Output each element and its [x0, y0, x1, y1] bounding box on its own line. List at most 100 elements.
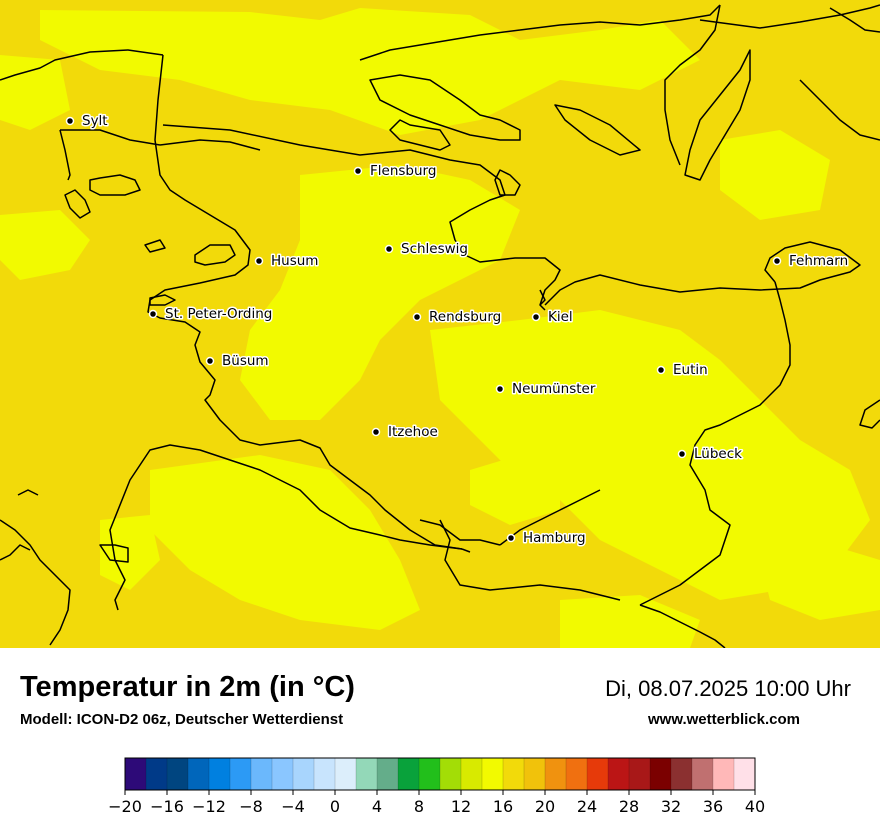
- colorbar-cell: [314, 758, 336, 790]
- city-label: Rendsburg: [429, 309, 501, 325]
- colorbar-cell: [356, 758, 378, 790]
- city-st-peter-ording: St. Peter-Ording: [148, 305, 274, 324]
- colorbar-cell: [293, 758, 315, 790]
- city-neumünster: Neumünster: [495, 380, 597, 399]
- colorbar-cell: [167, 758, 189, 790]
- colorbar-cell: [650, 758, 672, 790]
- city-marker-dot: [495, 384, 505, 394]
- colorbar-cells: [125, 758, 756, 790]
- city-marker-dot: [65, 116, 75, 126]
- city-label: Flensburg: [370, 163, 436, 179]
- colorbar-cell: [125, 758, 147, 790]
- colorbar-tick-label: −20: [108, 797, 142, 816]
- city-label: Kiel: [548, 309, 573, 325]
- colorbar-tick-label: 8: [414, 797, 424, 816]
- colorbar-cell: [209, 758, 231, 790]
- colorbar-tick-label: −12: [192, 797, 226, 816]
- colorbar-cell: [482, 758, 504, 790]
- city-hamburg: Hamburg: [506, 529, 587, 548]
- colorbar-cell: [671, 758, 693, 790]
- city-rendsburg: Rendsburg: [412, 308, 503, 327]
- city-eutin: Eutin: [656, 361, 709, 380]
- city-itzehoe: Itzehoe: [371, 423, 439, 442]
- city-markers: Sylt Flensburg Schleswig Husum Fehmarn St. Pe…: [65, 112, 850, 548]
- colorbar-ticks: −20 −16 −12 −8 −4 0 4 8 12 16 20 24 28 32 36 40: [108, 790, 765, 816]
- city-marker-dot: [677, 449, 687, 459]
- colorbar-cell: [251, 758, 273, 790]
- city-label: Sylt: [82, 113, 108, 129]
- colorbar-tick-label: 32: [661, 797, 681, 816]
- city-marker-dot: [772, 256, 782, 266]
- colorbar-tick-label: 28: [619, 797, 639, 816]
- city-marker-dot: [371, 427, 381, 437]
- colorbar-cell: [230, 758, 252, 790]
- colorbar-cell: [713, 758, 735, 790]
- city-label: Büsum: [222, 353, 269, 369]
- city-marker-dot: [531, 312, 541, 322]
- weather-map: Sylt Flensburg Schleswig Husum Fehmarn St. Pe…: [0, 0, 880, 648]
- city-marker-dot: [254, 256, 264, 266]
- colorbar-tick-label: −16: [150, 797, 184, 816]
- city-lübeck: Lübeck: [677, 445, 744, 464]
- colorbar-cell: [587, 758, 609, 790]
- chart-title: Temperatur in 2m (in °C): [20, 671, 355, 703]
- temperature-warm-areas: [0, 8, 880, 648]
- city-label: Neumünster: [512, 381, 596, 397]
- model-subtitle: Modell: ICON-D2 06z, Deutscher Wetterdie…: [20, 711, 344, 728]
- city-büsum: Büsum: [205, 352, 270, 371]
- colorbar-tick-label: −4: [281, 797, 305, 816]
- city-marker-dot: [353, 166, 363, 176]
- city-label: Lübeck: [694, 446, 742, 462]
- city-flensburg: Flensburg: [353, 162, 438, 181]
- coastlines: [0, 4, 880, 648]
- colorbar-tick-label: 0: [330, 797, 340, 816]
- colorbar-cell: [734, 758, 756, 790]
- colorbar-tick-label: 24: [577, 797, 597, 816]
- colorbar-cell: [335, 758, 357, 790]
- colorbar-cell: [545, 758, 567, 790]
- city-husum: Husum: [254, 252, 320, 271]
- forecast-datetime: Di, 08.07.2025 10:00 Uhr: [605, 676, 851, 701]
- city-marker-dot: [412, 312, 422, 322]
- colorbar-tick-label: 36: [703, 797, 723, 816]
- city-marker-dot: [205, 356, 215, 366]
- colorbar-tick-label: 20: [535, 797, 555, 816]
- website-link: www.wetterblick.com: [648, 711, 800, 728]
- city-schleswig: Schleswig: [384, 240, 470, 259]
- city-label: Eutin: [673, 362, 708, 378]
- colorbar-cell: [692, 758, 714, 790]
- colorbar-tick-label: 40: [745, 797, 765, 816]
- city-marker-dot: [656, 365, 666, 375]
- city-label: Schleswig: [401, 241, 468, 257]
- colorbar-cell: [440, 758, 462, 790]
- colorbar-tick-label: 12: [451, 797, 471, 816]
- colorbar-cell: [146, 758, 168, 790]
- temperature-colorbar: −20 −16 −12 −8 −4 0 4 8 12 16 20 24 28 32 36 40: [0, 750, 880, 830]
- colorbar-tick-label: −8: [239, 797, 263, 816]
- colorbar-cell: [608, 758, 630, 790]
- colorbar-cell: [503, 758, 525, 790]
- colorbar-cell: [566, 758, 588, 790]
- city-label: Fehmarn: [789, 253, 848, 269]
- city-fehmarn: Fehmarn: [772, 252, 850, 271]
- colorbar-tick-label: 4: [372, 797, 382, 816]
- colorbar-cell: [398, 758, 420, 790]
- city-marker-dot: [506, 533, 516, 543]
- colorbar-cell: [419, 758, 441, 790]
- colorbar-cell: [461, 758, 483, 790]
- city-marker-dot: [148, 309, 158, 319]
- city-label: St. Peter-Ording: [165, 306, 272, 322]
- city-label: Itzehoe: [388, 424, 438, 440]
- colorbar-tick-label: 16: [493, 797, 513, 816]
- colorbar-cell: [524, 758, 546, 790]
- city-sylt: Sylt: [65, 112, 109, 131]
- city-label: Hamburg: [523, 530, 586, 546]
- colorbar-cell: [629, 758, 651, 790]
- colorbar-cell: [188, 758, 210, 790]
- city-marker-dot: [384, 244, 394, 254]
- city-label: Husum: [271, 253, 318, 269]
- city-kiel: Kiel: [531, 308, 574, 327]
- colorbar-cell: [272, 758, 294, 790]
- colorbar-cell: [377, 758, 399, 790]
- colorbar-frame: [124, 757, 756, 791]
